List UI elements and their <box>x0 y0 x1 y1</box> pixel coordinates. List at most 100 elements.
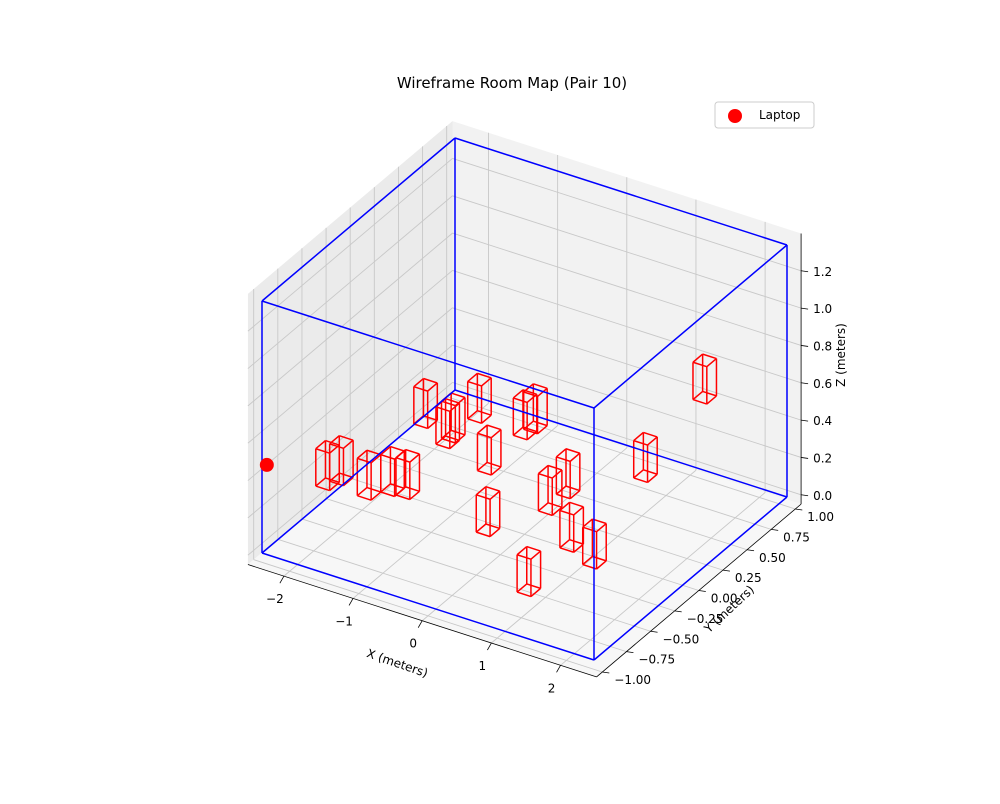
object-box-10-edge-6 <box>537 425 548 435</box>
object-box-18-edge-0 <box>692 398 708 405</box>
grid-z-back-0 <box>452 382 802 496</box>
object-box-1-edge-2 <box>339 472 354 479</box>
object-box-18 <box>692 353 718 405</box>
y-tick-3 <box>674 610 682 613</box>
object-box-0-edge-1 <box>315 448 330 454</box>
grid-z-left-1 <box>247 344 453 519</box>
object-box-18-edge-1 <box>692 361 708 368</box>
x-tick-label-3: 1 <box>479 659 487 673</box>
y-tick-label-2: −0.50 <box>663 632 700 646</box>
object-box-18-edge-2 <box>702 390 717 397</box>
room-box-edge-2 <box>454 389 788 498</box>
object-box-3-edge-2 <box>390 483 405 490</box>
object-box-4-edge-7 <box>409 453 420 463</box>
grid-z-left-0 <box>247 382 453 556</box>
object-box-19-edge-0 <box>516 591 532 598</box>
z-tick-label-5: 1.0 <box>813 302 832 316</box>
object-box-11-edge-1 <box>477 432 492 439</box>
x-tick-0 <box>279 575 285 584</box>
grid-z-back-3 <box>452 270 802 384</box>
object-box-19-edge-4 <box>516 583 528 593</box>
grid-y-floor-6 <box>398 436 748 551</box>
object-box-11-edge-2 <box>486 461 502 468</box>
object-box-15-edge-2 <box>569 538 584 545</box>
grid-z-left-4 <box>247 232 453 407</box>
object-box-19-edge-7 <box>530 550 542 560</box>
object-box-15-edge-6 <box>573 543 584 553</box>
object-box-17-edge-1 <box>633 439 648 446</box>
z-tick-6 <box>801 270 809 273</box>
legend-label-laptop: Laptop <box>759 108 800 122</box>
object-box-15-edge-1 <box>559 509 574 516</box>
object-box-19-edge-6 <box>530 587 542 598</box>
x-tick-label-0: −2 <box>266 592 284 606</box>
object-box-12 <box>475 485 501 538</box>
object-wireframes <box>315 353 718 598</box>
object-box-14-edge-6 <box>569 489 581 500</box>
grid-y-floor-2 <box>301 518 651 632</box>
object-box-17-edge-2 <box>643 469 658 475</box>
object-box-6 <box>435 397 461 450</box>
y-tick-4 <box>698 590 706 592</box>
x-axis-line <box>247 564 597 678</box>
x-tick-label-1: −1 <box>335 614 353 628</box>
object-box-10-edge-5 <box>523 383 534 393</box>
y-tick-label-8: 1.00 <box>807 510 834 524</box>
y-tick-0 <box>602 671 610 674</box>
object-box-1-edge-6 <box>342 476 354 487</box>
z-tick-4 <box>801 345 809 347</box>
object-box-3-edge-1 <box>380 453 395 460</box>
object-box-10-edge-3 <box>533 383 548 390</box>
object-box-5-edge-2 <box>423 415 438 422</box>
object-box-1-edge-7 <box>342 439 354 449</box>
grid-z-back-6 <box>452 158 802 272</box>
object-box-10-edge-4 <box>523 420 534 430</box>
x-tick-3 <box>487 642 492 651</box>
grid-y-floor-4 <box>350 477 699 591</box>
grid-z-back-1 <box>452 344 802 458</box>
object-box-2-edge-0 <box>357 494 372 501</box>
grid-z-left-3 <box>247 270 453 444</box>
object-box-1 <box>328 434 354 487</box>
object-box-14-edge-0 <box>556 493 571 500</box>
object-box-12-edge-1 <box>476 494 491 500</box>
object-box-13-edge-3 <box>547 464 563 471</box>
object-box-18-edge-4 <box>692 390 704 401</box>
z-tick-label-6: 1.2 <box>813 265 832 279</box>
object-box-14-edge-7 <box>569 452 581 462</box>
object-box-3-edge-3 <box>390 445 405 452</box>
object-box-17-edge-4 <box>633 469 644 479</box>
object-box-17-edge-5 <box>633 431 644 442</box>
object-box-19-edge-2 <box>526 583 541 590</box>
object-box-17 <box>632 431 658 484</box>
object-box-13 <box>537 464 563 517</box>
object-box-6-edge-0 <box>435 443 451 450</box>
object-box-19 <box>516 545 542 598</box>
object-box-13-edge-6 <box>551 506 563 517</box>
object-box-7-edge-7 <box>454 396 466 407</box>
object-box-13-edge-1 <box>538 472 553 479</box>
object-box-6-edge-3 <box>445 397 460 404</box>
object-box-7-edge-3 <box>450 392 466 399</box>
z-tick-label-2: 0.4 <box>813 414 832 428</box>
x-tick-2 <box>417 620 423 628</box>
x-tick-4 <box>556 665 561 673</box>
object-box-10-edge-0 <box>523 428 538 435</box>
y-tick-7 <box>771 528 779 531</box>
y-tick-label-5: 0.25 <box>735 571 762 585</box>
object-box-9-edge-4 <box>512 426 524 436</box>
z-axis-label: Z (meters) <box>834 323 848 387</box>
object-box-13-edge-2 <box>547 502 563 508</box>
object-box-12-edge-5 <box>475 486 487 496</box>
object-box-14-edge-4 <box>555 485 567 495</box>
y-tick-2 <box>650 630 658 633</box>
z-tick-label-4: 0.8 <box>813 339 832 353</box>
object-box-4-edge-6 <box>409 490 420 501</box>
object-box-7-edge-1 <box>441 400 456 407</box>
object-box-0-edge-3 <box>325 439 340 446</box>
object-box-5-edge-0 <box>413 423 428 430</box>
y-tick-1 <box>626 651 634 654</box>
object-box-16-edge-7 <box>596 522 607 533</box>
